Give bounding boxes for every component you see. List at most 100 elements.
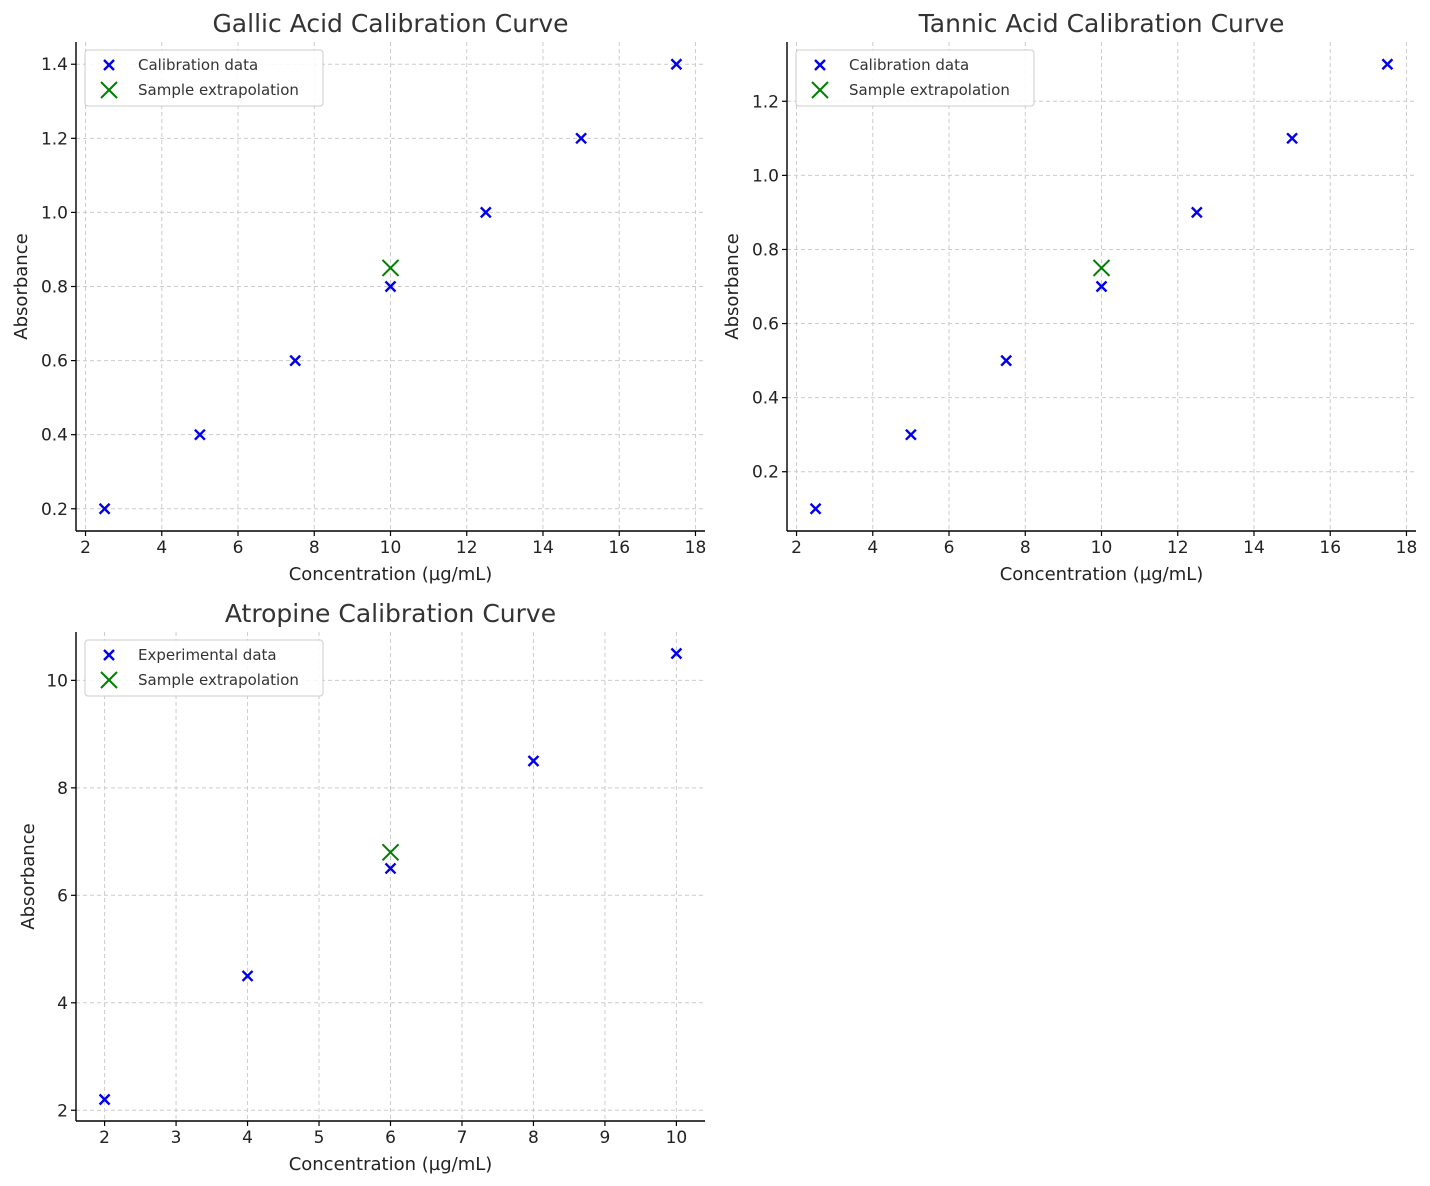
data-point: [1095, 280, 1108, 293]
y-tick-label: 0.4: [752, 389, 779, 409]
x-tick-label: 4: [867, 538, 878, 558]
x-axis-label: Concentration (µg/mL): [289, 564, 493, 585]
legend: Experimental data Sample extrapolation: [84, 639, 324, 697]
series-sample: [1092, 259, 1111, 277]
x-tick-label: 18: [685, 538, 707, 558]
data-point: [575, 132, 587, 145]
legend-marker: [100, 81, 118, 99]
y-tick-label: 4: [57, 994, 68, 1014]
grid: [76, 42, 705, 531]
legend-marker: [811, 81, 829, 99]
y-tick-label: 2: [57, 1101, 68, 1121]
y-tick-label: 8: [57, 779, 68, 799]
series-sample: [381, 259, 400, 277]
x-tick-label: 16: [608, 538, 630, 558]
x-tick-label: 16: [1319, 538, 1341, 558]
x-tick-label: 8: [528, 1128, 539, 1148]
series-calibration: [98, 58, 683, 515]
y-tick-label: 0.8: [752, 240, 779, 260]
data-point: [1000, 354, 1013, 367]
x-tick-label: 14: [1243, 538, 1265, 558]
legend: Calibration data Sample extrapolation: [84, 49, 324, 107]
legend-label: Sample extrapolation: [138, 671, 299, 689]
legend-marker: [814, 59, 826, 71]
data-point: [98, 502, 111, 515]
chart-tannic-acid: 2 4 6 8 10 12 14 16 18 0.2 0.4 0.6 0.8 1.0 1.2 Tannic A…: [722, 9, 1417, 585]
series-calibration: [809, 58, 1394, 515]
legend-label: Sample extrapolation: [138, 81, 299, 99]
y-tick-label: 10: [46, 671, 68, 691]
x-tick-label: 7: [457, 1128, 468, 1148]
chart-gallic-acid: 2 4 6 8 10 12 14 16 18 0.2 0.4 0.6 0.8 1.0 1.2 1.4 Galli…: [11, 9, 706, 585]
data-point: [1381, 58, 1394, 71]
legend-box: [795, 49, 1035, 107]
data-point: [809, 502, 822, 515]
legend: Calibration data Sample extrapolation: [795, 49, 1035, 107]
x-tick-label: 12: [456, 538, 478, 558]
x-axis-label: Concentration (µg/mL): [1000, 564, 1204, 585]
x-tick-label: 6: [385, 1128, 396, 1148]
y-tick-label: 1.2: [752, 92, 779, 112]
y-tick-label: 0.8: [41, 278, 68, 298]
x-tick-label: 8: [1020, 538, 1031, 558]
legend-label: Calibration data: [138, 56, 258, 74]
x-tick-label: 8: [309, 538, 320, 558]
legend-label: Experimental data: [138, 646, 277, 664]
y-axis-label: Absorbance: [722, 233, 743, 339]
x-tick-label: 14: [532, 538, 554, 558]
y-tick-label: 0.6: [752, 315, 779, 335]
x-axis-label: Concentration (µg/mL): [289, 1154, 493, 1175]
y-tick-label: 0.6: [41, 352, 68, 372]
y-tick-label: 1.0: [752, 166, 779, 186]
data-point: [479, 206, 492, 219]
data-point: [527, 755, 540, 767]
x-tick-label: 5: [314, 1128, 325, 1148]
x-tick-label: 6: [233, 538, 244, 558]
data-point: [194, 428, 206, 441]
chart-title: Atropine Calibration Curve: [225, 599, 556, 628]
legend-box: [84, 49, 324, 107]
chart-title: Gallic Acid Calibration Curve: [212, 9, 568, 38]
x-tick-label: 2: [791, 538, 802, 558]
data-point: [384, 862, 397, 875]
x-tick-label: 4: [156, 538, 167, 558]
sample-point: [381, 843, 400, 862]
data-point: [1286, 132, 1298, 145]
x-tick-label: 10: [380, 538, 402, 558]
x-tick-label: 10: [666, 1128, 688, 1148]
legend-label: Sample extrapolation: [849, 81, 1010, 99]
y-tick-label: 6: [57, 886, 68, 906]
y-tick-label: 0.2: [752, 463, 779, 483]
grid: [76, 632, 705, 1121]
series-calibration: [98, 647, 683, 1106]
x-tick-label: 2: [80, 538, 91, 558]
grid: [787, 42, 1416, 531]
legend-marker: [103, 59, 115, 71]
x-tick-label: 4: [242, 1128, 253, 1148]
x-tick-label: 6: [944, 538, 955, 558]
x-tick-label: 12: [1167, 538, 1189, 558]
y-tick-label: 1.4: [41, 55, 68, 75]
data-point: [905, 428, 917, 441]
data-point: [670, 58, 683, 71]
x-tick-label: 3: [171, 1128, 182, 1148]
chart-title: Tannic Acid Calibration Curve: [918, 9, 1285, 38]
data-point: [98, 1093, 111, 1106]
y-axis-label: Absorbance: [11, 233, 32, 339]
legend-marker: [103, 649, 115, 661]
sample-point: [381, 259, 400, 277]
y-axis-label: Absorbance: [18, 823, 39, 929]
sample-point: [1092, 259, 1111, 277]
data-point: [1190, 206, 1203, 219]
data-point: [289, 354, 302, 367]
x-tick-label: 2: [99, 1128, 110, 1148]
x-tick-label: 18: [1396, 538, 1418, 558]
y-tick-label: 1.2: [41, 129, 68, 149]
x-tick-label: 9: [600, 1128, 611, 1148]
data-point: [670, 647, 683, 660]
chart-atropine: 2 3 4 5 6 7 8 9 10 2 4 6 8 10 Atropine Calibration Cur…: [18, 599, 705, 1175]
x-tick-label: 10: [1091, 538, 1113, 558]
data-point: [384, 280, 397, 293]
legend-box: [84, 639, 324, 697]
